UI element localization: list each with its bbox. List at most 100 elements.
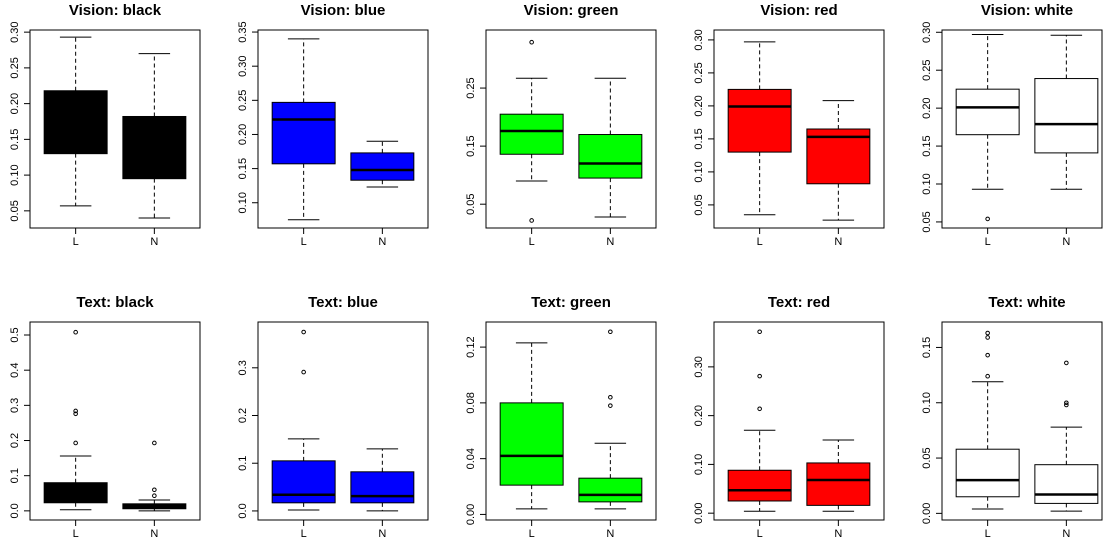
outlier xyxy=(152,487,157,493)
outlier xyxy=(608,394,613,400)
x-tick-label: L xyxy=(757,236,763,248)
box xyxy=(1034,464,1099,504)
outlier xyxy=(608,403,613,408)
outlier xyxy=(757,373,762,379)
y-tick-label: 0.20 xyxy=(693,405,705,426)
x-tick-label: N xyxy=(378,528,386,540)
box xyxy=(350,471,415,504)
y-tick-label: 0.30 xyxy=(9,21,21,42)
y-tick-label: 0.3 xyxy=(9,398,21,413)
panel: Vision: white 0.05 0.10 0.15 0.20 0.25 0.30 L N xyxy=(921,2,1103,248)
y-tick-label: 0.20 xyxy=(693,95,705,116)
y-tick-label: 0.35 xyxy=(237,21,249,42)
x-tick-label: L xyxy=(529,236,535,248)
plot-frame xyxy=(257,321,429,521)
panel: Vision: black 0.05 0.10 0.15 0.20 0.25 0.30 L N xyxy=(9,2,201,248)
y-tick-label: 0.4 xyxy=(9,363,21,378)
panel-title: Vision: red xyxy=(760,2,837,19)
panel: Text: white 0.00 0.05 0.10 0.15 L N xyxy=(921,294,1103,540)
y-tick-label: 0.15 xyxy=(693,128,705,149)
y-tick-label: 0.15 xyxy=(237,158,249,179)
panel-title: Vision: green xyxy=(524,2,619,19)
y-tick-label: 0.3 xyxy=(237,360,249,375)
outlier xyxy=(529,39,534,45)
y-tick-label: 0.25 xyxy=(237,90,249,111)
plot-frame xyxy=(941,29,1103,229)
box xyxy=(727,469,792,502)
y-tick-label: 0.05 xyxy=(693,194,705,215)
box xyxy=(43,90,108,155)
y-tick-label: 0.05 xyxy=(921,211,933,232)
panel-title: Text: green xyxy=(531,294,611,311)
panel-title: Vision: black xyxy=(69,2,162,19)
x-tick-label: L xyxy=(73,528,79,540)
outlier xyxy=(757,406,762,412)
y-tick-label: 0.00 xyxy=(465,504,477,525)
y-tick-label: 0.00 xyxy=(693,502,705,523)
box xyxy=(350,152,415,181)
x-tick-label: N xyxy=(834,528,842,540)
panel-title: Vision: blue xyxy=(301,2,386,19)
box xyxy=(955,448,1020,498)
panel-title: Text: red xyxy=(768,294,830,311)
plot-frame xyxy=(29,321,201,521)
outlier xyxy=(985,335,990,340)
outlier xyxy=(73,440,78,446)
y-tick-label: 0.20 xyxy=(921,97,933,118)
box xyxy=(43,482,108,504)
x-tick-label: N xyxy=(1062,528,1070,540)
outlier xyxy=(985,373,990,379)
x-tick-label: N xyxy=(606,236,614,248)
x-tick-label: L xyxy=(301,236,307,248)
outlier xyxy=(152,493,157,499)
plot-frame xyxy=(941,321,1103,521)
y-tick-label: 0.05 xyxy=(9,200,21,221)
panel-title: Text: blue xyxy=(308,294,378,311)
panel: Text: green 0.00 0.04 0.08 0.12 L N xyxy=(465,294,657,540)
y-tick-label: 0.15 xyxy=(921,135,933,156)
outlier xyxy=(985,216,990,222)
outlier xyxy=(529,218,534,223)
box xyxy=(271,460,336,504)
box xyxy=(499,402,564,486)
box xyxy=(578,134,643,179)
y-tick-label: 0.30 xyxy=(921,22,933,43)
outlier xyxy=(1064,360,1069,366)
y-tick-label: 0.10 xyxy=(693,454,705,475)
box xyxy=(727,88,792,153)
outlier xyxy=(757,329,762,335)
box xyxy=(955,88,1020,136)
plot-frame xyxy=(713,29,885,229)
outlier xyxy=(985,352,990,358)
outlier xyxy=(608,329,613,335)
y-tick-label: 0.1 xyxy=(9,468,21,483)
y-tick-label: 0.30 xyxy=(693,356,705,377)
y-tick-label: 0.5 xyxy=(9,327,21,342)
x-tick-label: L xyxy=(301,528,307,540)
x-tick-label: L xyxy=(73,236,79,248)
panel: Text: black 0.0 0.1 0.2 0.3 0.4 0.5 L N xyxy=(9,294,201,540)
x-tick-label: N xyxy=(1062,236,1070,248)
outlier xyxy=(301,329,306,335)
y-tick-label: 0.08 xyxy=(465,392,477,413)
y-tick-label: 0.25 xyxy=(465,77,477,98)
x-tick-label: N xyxy=(150,236,158,248)
outlier xyxy=(985,330,990,336)
y-tick-label: 0.25 xyxy=(9,57,21,78)
plot-frame xyxy=(29,29,201,229)
y-tick-label: 0.15 xyxy=(465,135,477,156)
y-tick-label: 0.25 xyxy=(921,59,933,80)
y-tick-label: 0.20 xyxy=(9,93,21,114)
plot-frame xyxy=(485,29,657,229)
x-tick-label: L xyxy=(757,528,763,540)
outlier xyxy=(73,408,78,414)
box xyxy=(499,113,564,155)
panel: Vision: red 0.05 0.10 0.15 0.20 0.25 0.30 L N xyxy=(693,2,885,248)
y-tick-label: 0.30 xyxy=(237,55,249,76)
outlier xyxy=(1064,400,1069,406)
y-tick-label: 0.05 xyxy=(921,447,933,468)
panel-title: Vision: white xyxy=(981,2,1073,19)
y-tick-label: 0.1 xyxy=(237,456,249,471)
panel: Text: blue 0.0 0.1 0.2 0.3 L N xyxy=(237,294,429,540)
box xyxy=(806,462,871,506)
